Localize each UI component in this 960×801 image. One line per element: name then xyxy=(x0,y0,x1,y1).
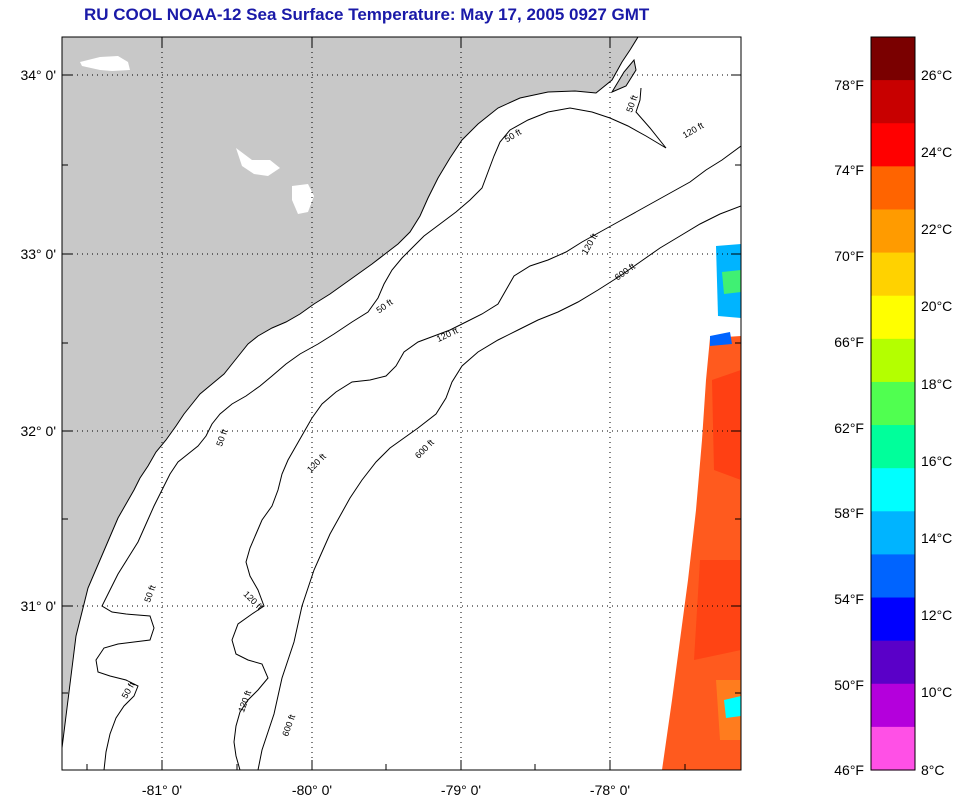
colorbar-c-label: 26°C xyxy=(921,67,952,83)
graticule xyxy=(62,37,741,770)
colorbar-band xyxy=(871,468,915,512)
sst-patch-deep xyxy=(712,370,741,480)
lon-label: -79° 0' xyxy=(441,782,481,798)
colorbar-f-label: 70°F xyxy=(834,248,864,264)
colorbar-band xyxy=(871,252,915,297)
colorbar-f-label: 66°F xyxy=(834,334,864,350)
colorbar-band xyxy=(871,123,915,167)
sst-cool-fragment xyxy=(724,696,741,718)
map-frame xyxy=(61,36,742,771)
colorbar-band xyxy=(871,295,915,340)
colorbar-band xyxy=(871,338,915,383)
colorbar-band xyxy=(871,37,915,81)
lake xyxy=(90,680,98,690)
land-mass xyxy=(62,37,639,749)
colorbar-band xyxy=(871,597,915,642)
colorbar-band xyxy=(871,511,915,556)
colorbar-f-label: 62°F xyxy=(834,420,864,436)
colorbar-c-label: 24°C xyxy=(921,144,952,160)
lon-label: -78° 0' xyxy=(590,782,630,798)
colorbar-band xyxy=(871,381,915,426)
lat-label: 32° 0' xyxy=(20,423,56,439)
colorbar-c-label: 10°C xyxy=(921,684,952,700)
isobath-120ft xyxy=(231,145,741,770)
lat-label: 31° 0' xyxy=(20,598,56,614)
colorbar-c-label: 20°C xyxy=(921,298,952,314)
colorbar-band xyxy=(871,166,915,211)
lat-label: 34° 0' xyxy=(20,67,56,83)
colorbar-f-label: 50°F xyxy=(834,677,864,693)
colorbar xyxy=(871,37,915,771)
lake xyxy=(70,706,80,720)
colorbar-band xyxy=(871,80,915,124)
chart-title: RU COOL NOAA-12 Sea Surface Temperature:… xyxy=(84,5,650,24)
colorbar-c-label: 18°C xyxy=(921,376,952,392)
lon-label: -81° 0' xyxy=(142,782,182,798)
colorbar-frame xyxy=(870,36,916,771)
colorbar-c-label: 12°C xyxy=(921,607,952,623)
isobath-50ft xyxy=(95,87,667,770)
colorbar-band xyxy=(871,726,915,771)
colorbar-c-label: 22°C xyxy=(921,221,952,237)
colorbar-f-label: 78°F xyxy=(834,77,864,93)
colorbar-band xyxy=(871,425,915,469)
sst-cool-fragment xyxy=(722,270,741,294)
colorbar-f-label: 58°F xyxy=(834,505,864,521)
lat-label: 33° 0' xyxy=(20,246,56,262)
colorbar-c-label: 8°C xyxy=(921,762,945,778)
colorbar-band xyxy=(871,683,915,728)
colorbar-c-label: 14°C xyxy=(921,530,952,546)
colorbar-f-label: 54°F xyxy=(834,591,864,607)
colorbar-f-label: 46°F xyxy=(834,762,864,778)
colorbar-f-label: 74°F xyxy=(834,162,864,178)
lon-label: -80° 0' xyxy=(292,782,332,798)
lake xyxy=(292,184,314,214)
colorbar-band xyxy=(871,640,915,685)
colorbar-c-label: 16°C xyxy=(921,453,952,469)
lake xyxy=(236,148,280,176)
colorbar-band xyxy=(871,554,915,599)
axis-ticks xyxy=(62,37,741,770)
isobath-600ft xyxy=(257,205,741,770)
colorbar-band xyxy=(871,209,915,254)
lake xyxy=(80,56,130,71)
sst-patch-deep xyxy=(694,560,741,660)
sst-cool-fragment xyxy=(710,332,732,346)
